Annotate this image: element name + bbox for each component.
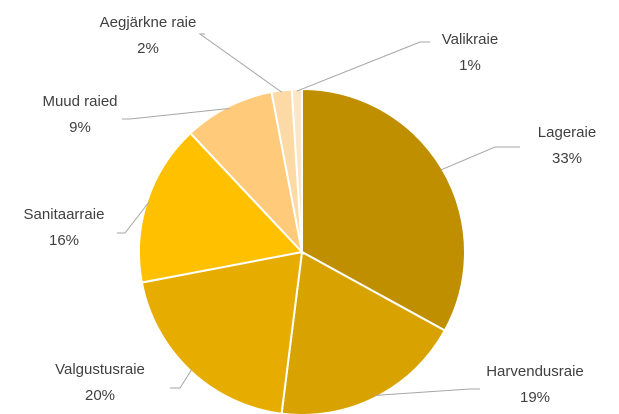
slice-label: Valikraie [442, 31, 498, 48]
leader-line [440, 146, 520, 171]
slice-value-label: 20% [85, 387, 115, 404]
leader-line [375, 388, 480, 396]
leader-line [296, 41, 430, 92]
pie-slice [138, 131, 304, 284]
leader-line [117, 201, 150, 234]
slice-value-label: 1% [459, 57, 481, 74]
slice-label: Sanitaarraie [24, 206, 105, 223]
slice-label: Muud raied [42, 93, 117, 110]
leader-line [170, 369, 193, 389]
slice-value-label: 2% [137, 40, 159, 57]
pie-slice [280, 250, 447, 414]
slice-label: Lageraie [538, 124, 596, 141]
slice-value-label: 33% [552, 150, 582, 167]
leader-line [198, 33, 283, 93]
pie-slice [189, 90, 304, 256]
slice-value-label: 16% [49, 232, 79, 249]
leader-line [122, 108, 229, 120]
slice-label: Aegjärkne raie [100, 14, 197, 31]
slice-value-label: 19% [520, 389, 550, 406]
slice-label: Harvendusraie [486, 363, 584, 380]
slice-value-label: 9% [69, 119, 91, 136]
slice-label: Valgustusraie [55, 361, 145, 378]
